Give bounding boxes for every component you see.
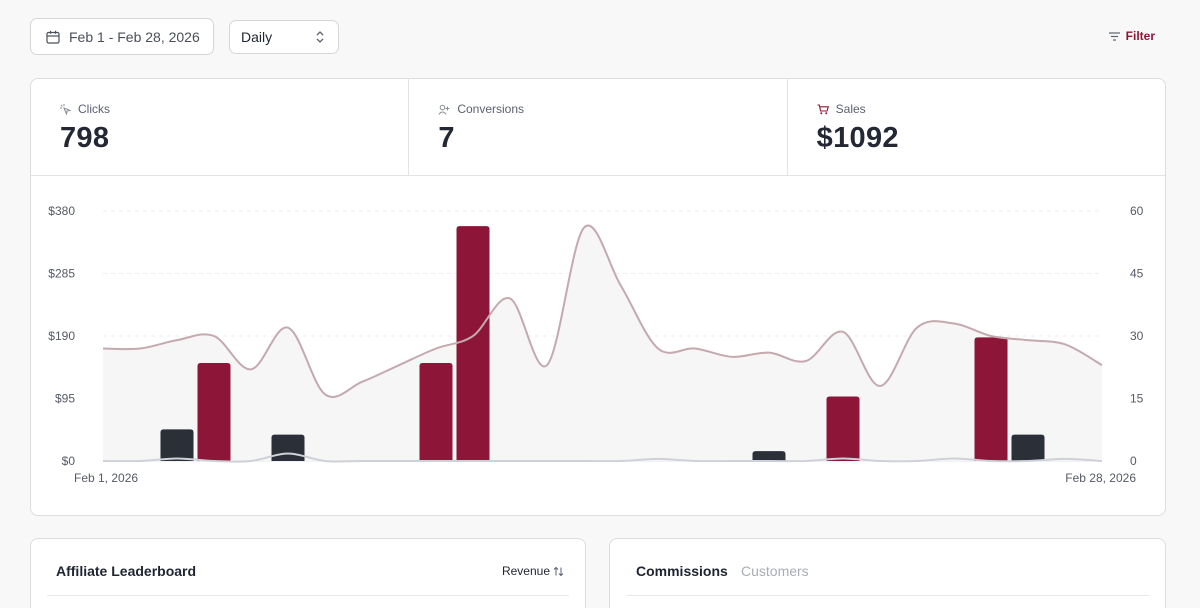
right-axis-tick-label: 30 [1130,329,1144,343]
date-range-picker[interactable]: Feb 1 - Feb 28, 2026 [30,18,214,55]
left-axis-tick-label: $0 [62,454,76,468]
stat-label: Clicks [78,102,110,116]
commissions-bar [752,451,786,461]
stat-label: Conversions [457,102,525,116]
left-axis-tick-label: $95 [55,392,75,406]
cursor-click-icon [60,103,71,115]
affiliate-leaderboard-panel: Affiliate Leaderboard Revenue [30,538,586,608]
interval-select[interactable]: Daily [229,20,339,54]
user-plus-icon [438,104,450,115]
sort-revenue-button[interactable]: Revenue [502,564,564,578]
conversions-line [102,452,1103,463]
panel-title: Affiliate Leaderboard [56,563,197,579]
right-axis-tick-label: 0 [1130,454,1137,468]
left-axis-tick-label: $380 [48,204,75,218]
sales-bar [826,396,860,461]
stat-clicks[interactable]: Clicks 798 [31,79,408,175]
right-axis-tick-label: 45 [1130,267,1144,281]
cart-icon [817,103,829,114]
sort-arrows-icon [553,566,564,576]
calendar-icon [46,30,60,44]
tab-customers[interactable]: Customers [741,563,809,579]
filter-label: Filter [1125,29,1155,43]
analytics-card: Clicks 798 Conversions 7 [30,78,1166,516]
commissions-bar [160,429,194,461]
divider [626,595,1149,596]
sales-bar [456,226,490,461]
x-axis-start-label: Feb 1, 2026 [74,471,138,485]
divider [47,595,569,596]
right-axis-tick-label: 60 [1130,204,1144,218]
x-axis-end-label: Feb 28, 2026 [1065,471,1136,485]
chevron-up-down-icon [316,31,324,43]
filter-button[interactable]: Filter [1108,29,1155,43]
stat-sales[interactable]: Sales $1092 [786,79,1165,175]
stat-value: 798 [60,122,110,154]
left-axis-tick-label: $190 [48,329,75,343]
commissions-bar [1011,434,1045,461]
date-range-label: Feb 1 - Feb 28, 2026 [69,28,200,45]
commissions-panel: Commissions Customers [609,538,1166,608]
interval-value: Daily [241,29,273,45]
stats-row: Clicks 798 Conversions 7 [31,79,1165,176]
right-axis-tick-label: 15 [1130,392,1144,406]
sales-bar [197,362,231,461]
commissions-bar [271,434,305,461]
filter-lines-icon [1108,31,1120,41]
performance-chart: $0 0 $95 15 $190 30 $285 45 $380 60 Feb 1, 2026 Feb… [48,204,1144,485]
stat-value: 7 [438,122,455,154]
tab-commissions[interactable]: Commissions [636,563,728,579]
left-axis-tick-label: $285 [48,267,75,281]
sort-label: Revenue [501,564,550,578]
stat-label: Sales [835,102,866,116]
clicks-area [103,225,1102,461]
stat-value: $1092 [816,122,899,154]
stat-conversions[interactable]: Conversions 7 [408,79,786,175]
clicks-line [102,224,1103,398]
sales-bar [974,337,1008,461]
sales-bar [419,362,453,461]
